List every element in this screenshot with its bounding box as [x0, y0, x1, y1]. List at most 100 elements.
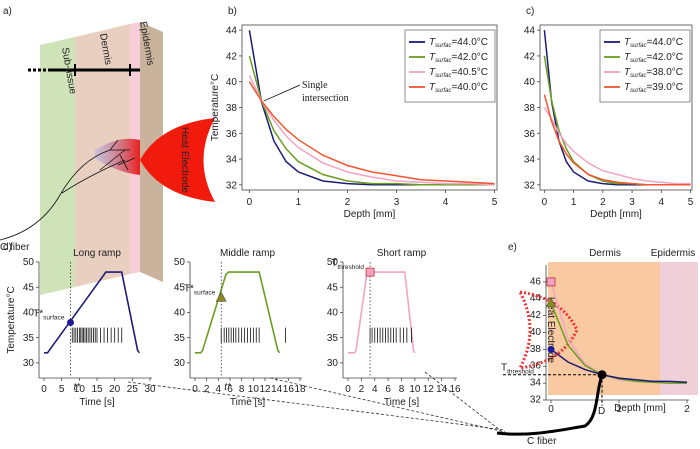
x-tick-label: 8	[399, 384, 405, 395]
x-axis-label: Depth [mm]	[590, 209, 642, 220]
y-tick-label: 50	[174, 257, 186, 268]
legend-sub: surfac	[630, 58, 646, 64]
x-tick-label: 6	[227, 384, 233, 395]
threshold-label: Tthreshold	[501, 363, 534, 376]
data-line	[248, 74, 495, 186]
y-tick-label: 35	[174, 333, 186, 344]
y-tick-label: 40	[327, 308, 339, 319]
panel-label: c)	[526, 6, 534, 17]
data-line	[543, 107, 691, 185]
x-tick-label: 0	[345, 384, 351, 395]
legend-sub: surfac	[435, 43, 451, 49]
legend-rest: =42.0°C	[646, 52, 683, 63]
x-axis-label: Time [s]	[230, 397, 265, 408]
layer-label: Dermis	[97, 33, 113, 66]
chart-title: Middle ramp	[220, 248, 275, 259]
marker	[67, 319, 74, 327]
legend-label: Tsurfac=42.0°C	[624, 52, 683, 64]
data-line	[348, 271, 416, 354]
legend-symbol: T	[624, 37, 631, 48]
y-tick-label: 40	[530, 327, 542, 338]
y-tick-label: 32	[226, 180, 238, 191]
y-tick-label: 40	[226, 77, 238, 88]
marker-label: T*surface	[184, 283, 216, 296]
x-annotation: t*	[224, 382, 232, 393]
legend-label: Tsurfac=44.0°C	[429, 37, 488, 49]
x-axis-label: Time [s]	[384, 397, 419, 408]
x-tick-label: 10	[248, 384, 260, 395]
x-tick-label: 1	[616, 404, 622, 415]
y-tick-label: 42	[226, 51, 238, 62]
marker-label-sub: surface	[194, 289, 216, 296]
marker-label-sub: surface	[43, 315, 65, 322]
legend-sub: surfac	[630, 88, 646, 94]
y-tick-label: 42	[524, 51, 536, 62]
threshold-label-main: T	[501, 363, 507, 374]
data-line	[550, 302, 687, 384]
x-axis-label: Time [s]	[79, 397, 114, 408]
y-tick-label: 30	[174, 358, 186, 369]
x-tick-label: 0	[192, 384, 198, 395]
region-label: Epidermis	[651, 248, 695, 259]
legend-label: Tsurfac=44.0°C	[624, 37, 683, 49]
y-tick-label: 44	[226, 26, 238, 37]
legend-rest: =38.0°C	[646, 67, 683, 78]
annotation: intersection	[302, 93, 349, 104]
marker	[545, 297, 557, 308]
y-tick-label: 35	[327, 333, 339, 344]
connector	[269, 377, 506, 433]
x-tick-label: 18	[294, 384, 306, 395]
marker-label-sub: threshold	[337, 264, 364, 271]
legend-sub: surfac	[435, 88, 451, 94]
panel-label: d)	[3, 242, 12, 253]
x-tick-label: 5	[688, 197, 694, 208]
x-tick-label: 3	[394, 197, 400, 208]
threshold-label-sub: threshold	[507, 369, 534, 376]
legend-rest: =42.0°C	[451, 52, 488, 63]
y-tick-label: 40	[524, 77, 536, 88]
y-tick-label: 35	[23, 333, 35, 344]
y-tick-label: 42	[530, 310, 542, 321]
x-tick-label: 14	[436, 384, 448, 395]
y-tick-label: 30	[327, 358, 339, 369]
x-tick-label: 25	[127, 384, 139, 395]
x-tick-label: 5	[492, 197, 498, 208]
legend-symbol: T	[429, 67, 436, 78]
x-tick-label: 12	[423, 384, 435, 395]
chart-title: Short ramp	[377, 248, 427, 259]
legend-rest: =44.0°C	[646, 37, 683, 48]
legend-label: Tsurfac=42.0°C	[429, 52, 488, 64]
x-tick-label: 0	[247, 197, 253, 208]
x-tick-label: 0	[548, 404, 554, 415]
marker-label-main: T*	[184, 283, 194, 294]
legend-symbol: T	[624, 52, 631, 63]
x-tick-label: 1	[296, 197, 302, 208]
y-tick-label: 36	[530, 361, 542, 372]
data-line	[44, 271, 141, 354]
connectors	[127, 371, 506, 435]
x-tick-label: 8	[239, 384, 245, 395]
x-tick-label: 30	[144, 384, 156, 395]
marker-label: T*surface	[33, 309, 65, 322]
legend-rest: =39.0°C	[646, 82, 683, 93]
legend-sub: surfac	[435, 73, 451, 79]
y-tick-label: 50	[327, 257, 339, 268]
region-label: Dermis	[589, 248, 621, 259]
x-tick-label: 3	[629, 197, 635, 208]
y-tick-label: 38	[524, 103, 536, 114]
x-tick-label: 0	[41, 384, 47, 395]
x-tick-label: 10	[409, 384, 421, 395]
y-tick-label: 38	[226, 103, 238, 114]
fiber-label: C fiber	[527, 436, 557, 447]
electrode-label: Heat Electrode	[179, 127, 190, 194]
legend-label: Tsurfac=38.0°C	[624, 67, 683, 79]
x-annotation: t*	[74, 382, 82, 393]
legend-sub: surfac	[435, 58, 451, 64]
y-tick-label: 38	[530, 344, 542, 355]
annotation: Single	[302, 80, 328, 91]
data-line	[195, 271, 281, 354]
connector	[424, 371, 506, 435]
data-line	[543, 94, 691, 186]
y-axis-label: Temperature°C	[210, 74, 221, 141]
